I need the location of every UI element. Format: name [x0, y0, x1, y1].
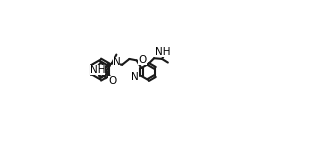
Text: N: N [113, 57, 120, 67]
Text: N: N [131, 72, 139, 82]
Text: O: O [138, 55, 147, 65]
Text: NH: NH [90, 65, 105, 75]
Text: NH: NH [155, 48, 170, 57]
Text: O: O [108, 76, 116, 86]
